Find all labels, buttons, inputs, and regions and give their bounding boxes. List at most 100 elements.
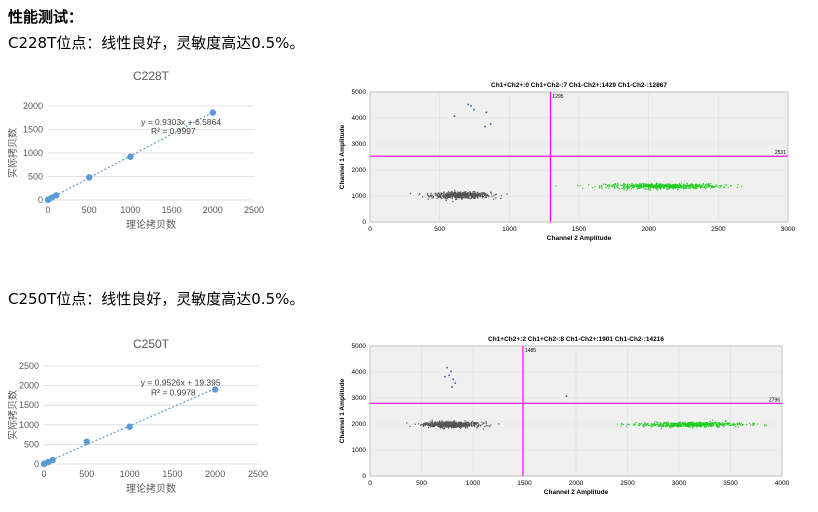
data-point <box>86 174 93 181</box>
droplet <box>691 186 694 189</box>
droplet <box>724 184 726 186</box>
droplet <box>455 421 457 423</box>
droplet <box>678 185 680 187</box>
droplet <box>700 423 702 425</box>
y-tick-label: 5000 <box>352 343 367 350</box>
droplet <box>669 186 671 188</box>
droplet <box>463 425 465 427</box>
droplet <box>634 423 636 426</box>
droplet <box>656 187 658 189</box>
droplet <box>449 191 451 194</box>
droplet <box>659 188 662 190</box>
droplet <box>484 425 486 428</box>
droplet <box>649 184 652 187</box>
droplet <box>453 421 455 423</box>
droplet <box>692 423 694 426</box>
droplet <box>447 193 449 196</box>
droplet <box>471 193 473 195</box>
droplet <box>437 196 439 198</box>
droplet <box>727 423 730 425</box>
ch1-positive-droplet <box>450 370 452 373</box>
ch1-positive-droplet <box>489 123 492 125</box>
droplet <box>662 185 664 187</box>
droplet <box>646 184 648 186</box>
droplet <box>682 421 684 424</box>
droplet <box>732 424 734 427</box>
droplet <box>705 425 707 427</box>
droplet <box>640 185 642 187</box>
droplet <box>656 185 658 188</box>
droplet <box>612 184 614 186</box>
x-tick-label: 1500 <box>572 226 587 233</box>
droplet <box>676 422 679 425</box>
droplet <box>447 195 449 198</box>
data-point <box>127 153 134 160</box>
chart-title: C228T <box>133 69 170 83</box>
droplet <box>643 426 645 428</box>
droplet <box>691 424 693 426</box>
droplet <box>448 422 450 424</box>
droplet <box>448 193 450 195</box>
droplet <box>485 194 487 196</box>
ch1-positive-droplet <box>565 395 568 397</box>
droplet <box>437 425 439 428</box>
droplet <box>457 194 459 196</box>
droplet <box>662 426 664 428</box>
droplet <box>442 425 444 427</box>
droplet <box>638 423 640 425</box>
droplet <box>466 197 468 199</box>
droplet <box>683 184 685 186</box>
droplet <box>723 424 725 426</box>
droplet <box>460 426 462 428</box>
droplet-cluster <box>406 419 500 430</box>
droplet <box>647 189 649 191</box>
droplet <box>471 420 473 423</box>
droplet <box>652 186 655 188</box>
droplet <box>443 423 445 425</box>
droplet <box>449 421 451 423</box>
droplet <box>439 426 441 428</box>
droplet <box>691 426 694 428</box>
droplet <box>697 425 699 427</box>
droplet <box>691 423 694 425</box>
droplet <box>664 185 666 187</box>
droplet <box>643 424 645 426</box>
droplet <box>601 187 603 190</box>
droplet <box>470 197 472 199</box>
droplet <box>701 184 704 186</box>
droplet <box>620 425 622 427</box>
droplet <box>656 184 658 187</box>
droplet <box>672 187 674 189</box>
droplet <box>594 185 596 188</box>
droplet <box>690 187 692 189</box>
droplet <box>659 187 661 189</box>
droplet <box>667 186 669 188</box>
droplet <box>677 422 679 424</box>
droplet <box>418 423 420 425</box>
y-tick-label: 0 <box>34 459 39 469</box>
droplet <box>673 424 675 426</box>
droplet <box>688 422 690 424</box>
droplet <box>684 184 686 186</box>
droplet <box>493 195 495 197</box>
droplet <box>442 428 445 430</box>
droplet <box>420 424 422 426</box>
y-axis-label: 实际拷贝数 <box>8 128 19 178</box>
droplet <box>710 182 712 185</box>
droplet <box>587 184 590 186</box>
droplet <box>665 183 668 185</box>
droplet <box>476 425 478 427</box>
droplet <box>500 195 503 197</box>
droplet <box>674 183 677 185</box>
droplet <box>644 424 646 426</box>
droplet <box>485 424 487 427</box>
ch1-positive-droplet <box>452 378 454 381</box>
droplet <box>453 426 456 429</box>
droplet <box>668 183 670 186</box>
droplet <box>632 184 635 186</box>
droplet <box>456 196 459 198</box>
droplet <box>451 197 453 200</box>
droplet <box>629 186 631 188</box>
droplet <box>631 182 633 184</box>
droplet <box>474 193 476 195</box>
